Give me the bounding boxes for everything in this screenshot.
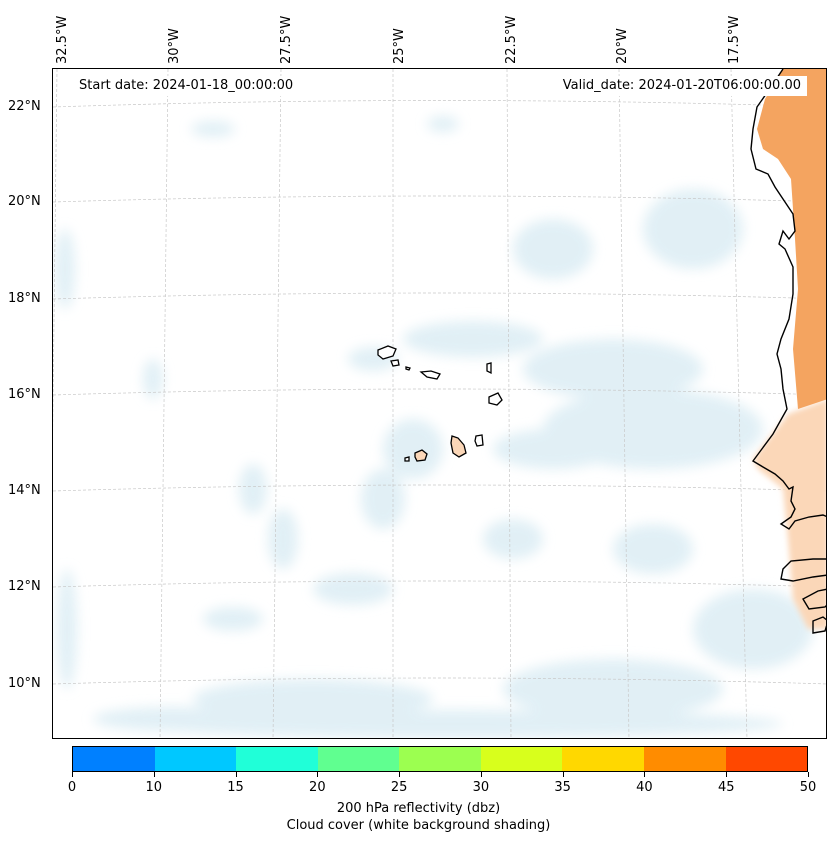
lat-label: 16°N xyxy=(8,387,41,402)
lon-label: 30°W xyxy=(167,28,182,64)
lat-label: 10°N xyxy=(8,676,41,691)
colorbar-tick-label: 20 xyxy=(309,780,326,795)
colorbar-tick-label: 15 xyxy=(227,780,244,795)
colorbar-segment xyxy=(317,747,400,771)
colorbar-tick-label: 40 xyxy=(636,780,653,795)
map-panel xyxy=(52,68,827,739)
lon-label: 32.5°W xyxy=(55,15,70,64)
map-canvas xyxy=(53,69,826,738)
lon-label: 17.5°W xyxy=(727,15,742,64)
graticule-lines xyxy=(53,69,826,738)
colorbar-segment xyxy=(73,747,155,771)
colorbar-segment xyxy=(480,747,563,771)
colorbar-tick xyxy=(317,772,319,777)
colorbar-tick xyxy=(72,772,73,777)
valid-date-label: Valid_date: 2024-01-20T06:00:00.00 xyxy=(556,76,807,96)
reflectivity-colorbar xyxy=(72,746,808,772)
lon-label: 20°W xyxy=(615,28,630,64)
colorbar-tick xyxy=(480,772,482,777)
colorbar-tick xyxy=(399,772,401,777)
lat-label: 14°N xyxy=(8,483,41,498)
colorbar-tick-label: 35 xyxy=(554,780,571,795)
lon-label: 27.5°W xyxy=(279,15,294,64)
colorbar-sublabel: Cloud cover (white background shading) xyxy=(286,818,551,833)
colorbar-tick xyxy=(808,772,809,777)
colorbar-tick-label: 45 xyxy=(717,780,735,795)
start-date-label: Start date: 2024-01-18_00:00:00 xyxy=(73,76,300,96)
colorbar-tick-label: 30 xyxy=(472,780,490,795)
colorbar-tick-label: 50 xyxy=(799,780,817,795)
colorbar-tick-label: 0 xyxy=(67,780,77,795)
african-coast-land xyxy=(750,69,826,634)
colorbar-tick xyxy=(644,772,646,777)
colorbar-segment xyxy=(725,747,808,771)
colorbar-segment xyxy=(399,747,481,771)
colorbar-segment xyxy=(643,747,726,771)
lat-label: 12°N xyxy=(8,579,41,594)
lat-label: 18°N xyxy=(8,291,41,306)
lat-label: 22°N xyxy=(8,99,41,114)
colorbar-tick xyxy=(153,772,155,777)
colorbar-segment xyxy=(154,747,237,771)
colorbar-segment xyxy=(562,747,644,771)
lon-label: 22.5°W xyxy=(504,15,519,64)
colorbar-tick xyxy=(562,772,564,777)
lon-label: 25°W xyxy=(392,28,407,64)
cloud-cover-shading xyxy=(55,116,813,738)
colorbar-tick xyxy=(726,772,728,777)
colorbar-tick xyxy=(235,772,237,777)
colorbar-label: 200 hPa reflectivity (dbz) xyxy=(336,801,501,816)
colorbar-segment xyxy=(236,747,318,771)
lat-label: 20°N xyxy=(8,194,41,209)
colorbar-tick-label: 25 xyxy=(390,780,408,795)
colorbar-tick-label: 10 xyxy=(145,780,163,795)
cape-verde-islands xyxy=(377,345,503,462)
